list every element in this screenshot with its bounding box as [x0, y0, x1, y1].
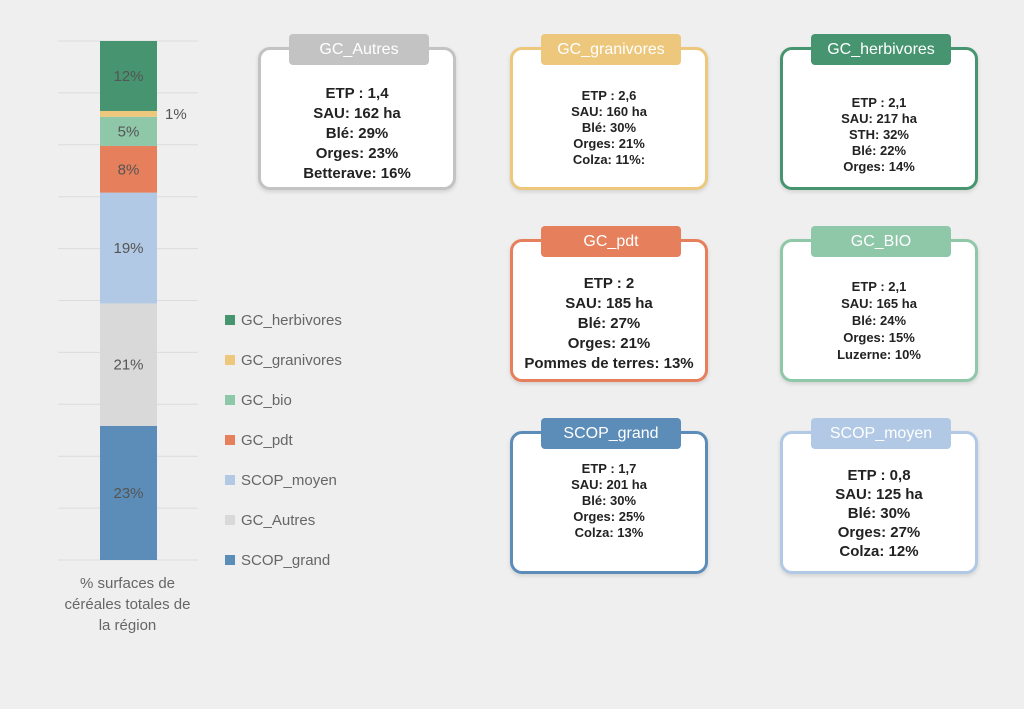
card-stat-line: ETP : 2,1 [851, 95, 907, 110]
legend-label: GC_pdt [241, 431, 293, 449]
legend-swatch [225, 475, 235, 485]
legend-item: GC_Autres [225, 500, 342, 540]
legend-item: GC_herbivores [225, 300, 342, 340]
card-stat-line: Orges: 23% [315, 145, 399, 162]
card-stat-line: SAU: 165 ha [841, 296, 917, 311]
card-scop-grand: SCOP_grand ETP : 1,7 SAU: 201 ha Blé: 30% Or… [510, 418, 708, 574]
card-stat-line: SAU: 125 ha [835, 486, 923, 503]
data-label-callout: 1% [165, 106, 187, 123]
card-stat-line: SAU: 160 ha [571, 104, 647, 119]
card-stat-line: Blé: 22% [851, 143, 907, 158]
card-gc-bio: GC_BIO ETP : 2,1 SAU: 165 ha Blé: 24% Orges:… [780, 226, 978, 382]
card-stats: ETP : 1,4 SAU: 162 ha Blé: 29% Orges: 23% Be… [261, 50, 453, 184]
card-stats: ETP : 0,8 SAU: 125 ha Blé: 30% Orges: 27% Co… [783, 434, 975, 561]
bar-segment-gc-autres [100, 303, 157, 426]
bar-segment-gc-herbivores [100, 41, 157, 111]
data-label: 8% [118, 161, 140, 178]
card-stat-line: Blé: 29% [325, 125, 389, 142]
legend-swatch [225, 315, 235, 325]
legend-label: GC_herbivores [241, 311, 342, 329]
card-stat-line: ETP : 2,6 [581, 88, 637, 103]
data-label: 12% [113, 68, 143, 85]
card-stat-line: SAU: 185 ha [565, 295, 653, 312]
card-title: GC_BIO [811, 226, 951, 257]
bar-segment-gc-bio [100, 116, 157, 146]
card-stat-line: Orges: 14% [843, 159, 915, 174]
card-stat-line: Colza: 11%: [572, 152, 646, 167]
legend-item: SCOP_moyen [225, 460, 342, 500]
card-stat-line: Orges: 21% [573, 136, 645, 151]
legend-swatch [225, 435, 235, 445]
card-stat-line: Orges: 21% [567, 335, 651, 352]
legend-item: GC_granivores [225, 340, 342, 380]
card-gc-herbivores: GC_herbivores ETP : 2,1 SAU: 217 ha STH: 32… [780, 34, 978, 190]
card-stat-line: SAU: 217 ha [841, 111, 917, 126]
legend-item: GC_pdt [225, 420, 342, 460]
card-stats: ETP : 2 SAU: 185 ha Blé: 27% Orges: 21% Pomm… [513, 242, 705, 374]
card-title: SCOP_grand [541, 418, 681, 449]
card-gc-autres: GC_Autres ETP : 1,4 SAU: 162 ha Blé: 29% Org… [258, 34, 456, 190]
card-stat-line: Blé: 30% [847, 505, 911, 522]
card-stat-line: ETP : 0,8 [847, 467, 911, 484]
card-stat-line: Luzerne: 10% [837, 347, 921, 362]
caption-line: la région [98, 617, 157, 634]
card-stat-line: Orges: 15% [843, 330, 915, 345]
card-scop-moyen: SCOP_moyen ETP : 0,8 SAU: 125 ha Blé: 30% Or… [780, 418, 978, 574]
legend-swatch [225, 355, 235, 365]
card-stat-line: Blé: 30% [581, 120, 637, 135]
card-stat-line: ETP : 1,4 [325, 85, 389, 102]
data-label: 23% [113, 485, 143, 502]
card-stat-line: Orges: 27% [837, 524, 921, 541]
card-title: GC_herbivores [811, 34, 951, 65]
card-stats: ETP : 1,7 SAU: 201 ha Blé: 30% Orges: 25% Co… [513, 434, 705, 541]
bar-segment-scop-grand [100, 425, 157, 560]
bar-segment-gc-granivores [100, 110, 157, 117]
chart-legend: GC_herbivores GC_granivores GC_bio GC_pdt SC… [225, 300, 342, 580]
card-stat-line: SAU: 201 ha [571, 477, 647, 492]
card-title: GC_Autres [289, 34, 429, 65]
card-stat-line: Colza: 13% [574, 525, 644, 540]
card-stat-line: Pommes de terres: 13% [524, 355, 694, 372]
caption-line: céréales totales de [64, 596, 191, 613]
legend-label: GC_Autres [241, 511, 316, 529]
legend-label: SCOP_grand [241, 551, 331, 569]
chart-caption: % surfaces de céréales totales de la rég… [55, 573, 200, 636]
data-label: 19% [113, 240, 143, 257]
card-stat-line: Blé: 30% [581, 493, 637, 508]
legend-label: GC_bio [241, 391, 292, 409]
legend-label: GC_granivores [241, 351, 342, 369]
bar-segment-scop-moyen [100, 192, 157, 304]
caption-line: % surfaces de [79, 575, 176, 592]
card-stat-line: Betterave: 16% [303, 165, 411, 182]
data-label: 5% [118, 123, 140, 140]
card-stats: ETP : 2,6 SAU: 160 ha Blé: 30% Orges: 21% Co… [513, 50, 705, 168]
card-title: SCOP_moyen [811, 418, 951, 449]
legend-item: SCOP_grand [225, 540, 342, 580]
card-gc-pdt: GC_pdt ETP : 2 SAU: 185 ha Blé: 27% Orges: 2… [510, 226, 708, 382]
legend-swatch [225, 395, 235, 405]
bar-segment-gc-pdt [100, 145, 157, 193]
data-label: 21% [113, 357, 143, 374]
card-stat-line: Orges: 25% [573, 509, 645, 524]
card-title: GC_pdt [541, 226, 681, 257]
card-gc-granivores: GC_granivores ETP : 2,6 SAU: 160 ha Blé: 30… [510, 34, 708, 190]
legend-label: SCOP_moyen [241, 471, 337, 489]
card-stat-line: ETP : 1,7 [581, 461, 637, 476]
card-stat-line: Colza: 12% [839, 543, 919, 560]
card-stat-line: ETP : 2,1 [851, 279, 907, 294]
legend-item: GC_bio [225, 380, 342, 420]
legend-swatch [225, 515, 235, 525]
card-stat-line: Blé: 24% [851, 313, 907, 328]
card-stat-line: Blé: 27% [577, 315, 641, 332]
card-stats: ETP : 2,1 SAU: 217 ha STH: 32% Blé: 22% Orge… [783, 50, 975, 175]
legend-swatch [225, 555, 235, 565]
card-title: GC_granivores [541, 34, 681, 65]
card-stat-line: ETP : 2 [583, 275, 635, 292]
card-stat-line: STH: 32% [849, 127, 909, 142]
card-stats: ETP : 2,1 SAU: 165 ha Blé: 24% Orges: 15% Lu… [783, 242, 975, 363]
card-stat-line: SAU: 162 ha [313, 105, 401, 122]
